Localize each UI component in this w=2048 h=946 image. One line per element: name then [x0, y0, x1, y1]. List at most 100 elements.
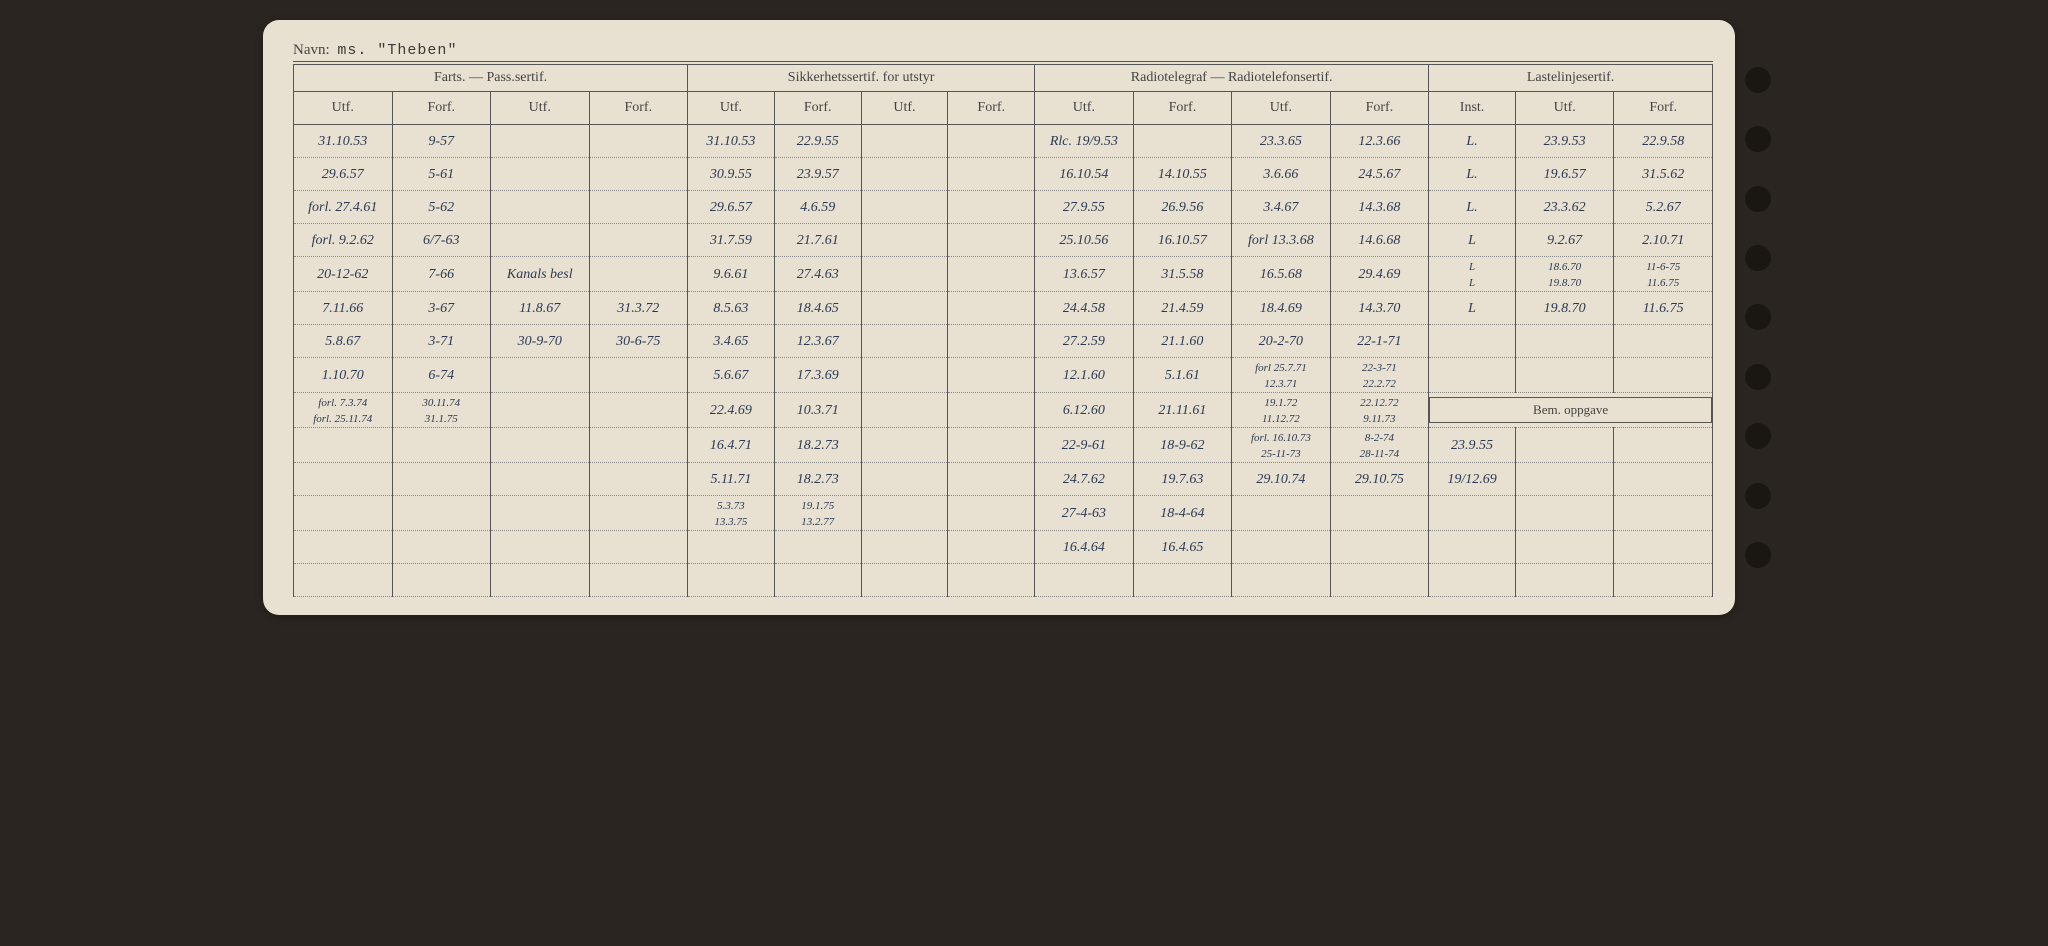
col-farts-forf1: Forf. — [392, 92, 491, 125]
handwritten-value: 16.4.64 — [1063, 540, 1105, 555]
cell: 5.6.67 — [688, 358, 775, 393]
handwritten-value: 14.3.70 — [1358, 301, 1400, 316]
cell — [294, 496, 393, 531]
section-sikkerhet: Sikkerhetssertif. for utstyr — [688, 65, 1035, 92]
cell: 13.6.57 — [1035, 257, 1134, 292]
cell — [589, 224, 688, 257]
cell — [861, 257, 948, 292]
table-row — [294, 564, 1713, 597]
cell: 11-6-7511.6.75 — [1614, 257, 1713, 292]
cell: 19.1.7513.2.77 — [774, 496, 861, 531]
cell: 19.6.57 — [1515, 158, 1614, 191]
cell — [1429, 531, 1516, 564]
bem-oppgave-cell: Bem. oppgave — [1429, 393, 1713, 428]
handwritten-value: forl. 16.10.7325-11-73 — [1251, 432, 1311, 460]
handwritten-value: 6.12.60 — [1063, 403, 1105, 418]
cell — [1232, 531, 1331, 564]
handwritten-value: 18.2.73 — [797, 438, 839, 453]
cell — [491, 158, 590, 191]
handwritten-value: forl. 9.2.62 — [312, 233, 374, 248]
handwritten-value: 31.3.72 — [617, 301, 659, 316]
handwritten-value: forl. 7.3.74forl. 25.11.74 — [313, 397, 372, 425]
table-row: forl. 27.4.615-6229.6.574.6.5927.9.5526.… — [294, 191, 1713, 224]
col-sik-utf2: Utf. — [861, 92, 948, 125]
cell — [491, 125, 590, 158]
cell: Kanals besl — [491, 257, 590, 292]
cell: 5.2.67 — [1614, 191, 1713, 224]
handwritten-value: 12.1.60 — [1063, 368, 1105, 383]
handwritten-value: 16.4.71 — [710, 438, 752, 453]
cell — [861, 393, 948, 428]
handwritten-value: 18.4.69 — [1260, 301, 1302, 316]
cell: 18.2.73 — [774, 428, 861, 463]
punch-hole — [1745, 542, 1771, 568]
record-card: Navn: ms. "Theben" Farts. — Pass.sertif.… — [263, 20, 1735, 615]
handwritten-value: 10.3.71 — [797, 403, 839, 418]
cell: L. — [1429, 158, 1516, 191]
handwritten-value: 22.12.729.11.73 — [1360, 397, 1399, 425]
cell — [774, 531, 861, 564]
col-sik-utf1: Utf. — [688, 92, 775, 125]
cell — [861, 531, 948, 564]
cell: 23.9.57 — [774, 158, 861, 191]
cell — [1232, 564, 1331, 597]
cell — [948, 564, 1035, 597]
table-body: 31.10.539-5731.10.5322.9.55Rlc. 19/9.532… — [294, 125, 1713, 597]
cell: 21.1.60 — [1133, 325, 1232, 358]
header-row: Navn: ms. "Theben" — [293, 38, 1713, 62]
cell — [1614, 564, 1713, 597]
certificate-table: Farts. — Pass.sertif. Sikkerhetssertif. … — [293, 64, 1713, 597]
handwritten-value: LL — [1469, 261, 1475, 289]
handwritten-value: 11.8.67 — [519, 301, 560, 316]
cell: L. — [1429, 191, 1516, 224]
handwritten-value: 9-57 — [428, 134, 454, 149]
cell: 16.5.68 — [1232, 257, 1331, 292]
cell — [948, 224, 1035, 257]
cell — [392, 564, 491, 597]
cell — [1614, 325, 1713, 358]
cell — [1614, 463, 1713, 496]
handwritten-value: 12.3.66 — [1358, 134, 1400, 149]
handwritten-value: 8.5.63 — [713, 301, 748, 316]
cell: 21.4.59 — [1133, 292, 1232, 325]
section-farts: Farts. — Pass.sertif. — [294, 65, 688, 92]
punch-hole — [1745, 67, 1771, 93]
col-radio-forf1: Forf. — [1133, 92, 1232, 125]
handwritten-value: 14.6.68 — [1358, 233, 1400, 248]
handwritten-value: 19/12.69 — [1447, 472, 1496, 487]
cell: 22.9.55 — [774, 125, 861, 158]
cell: forl. 16.10.7325-11-73 — [1232, 428, 1331, 463]
handwritten-value: 16.4.65 — [1161, 540, 1203, 555]
cell — [948, 125, 1035, 158]
handwritten-value: 24.7.62 — [1063, 472, 1105, 487]
handwritten-value: 6/7-63 — [423, 233, 460, 248]
col-farts-forf2: Forf. — [589, 92, 688, 125]
cell: 3.6.66 — [1232, 158, 1331, 191]
cell: 5.3.7313.3.75 — [688, 496, 775, 531]
handwritten-value: 3.4.67 — [1263, 200, 1298, 215]
cell: 26.9.56 — [1133, 191, 1232, 224]
handwritten-value: 19.1.7513.2.77 — [801, 500, 834, 528]
cell: 19/12.69 — [1429, 463, 1516, 496]
cell — [1429, 564, 1516, 597]
handwritten-value: 24.5.67 — [1358, 167, 1400, 182]
cell: 22-1-71 — [1330, 325, 1429, 358]
cell: 16.4.71 — [688, 428, 775, 463]
handwritten-value: 5.6.67 — [713, 368, 748, 383]
handwritten-value: 25.10.56 — [1059, 233, 1108, 248]
handwritten-value: 14.10.55 — [1158, 167, 1207, 182]
cell: 8.5.63 — [688, 292, 775, 325]
cell: 7.11.66 — [294, 292, 393, 325]
navn-value: ms. "Theben" — [333, 42, 457, 59]
punch-hole — [1745, 423, 1771, 449]
col-laste-forf: Forf. — [1614, 92, 1713, 125]
cell — [589, 428, 688, 463]
cell — [1429, 496, 1516, 531]
handwritten-value: forl 25.7.7112.3.71 — [1255, 362, 1307, 390]
cell — [1614, 496, 1713, 531]
handwritten-value: 23.9.53 — [1544, 134, 1586, 149]
cell: 12.3.66 — [1330, 125, 1429, 158]
cell — [491, 463, 590, 496]
cell: 5.1.61 — [1133, 358, 1232, 393]
handwritten-value: 2.10.71 — [1642, 233, 1684, 248]
